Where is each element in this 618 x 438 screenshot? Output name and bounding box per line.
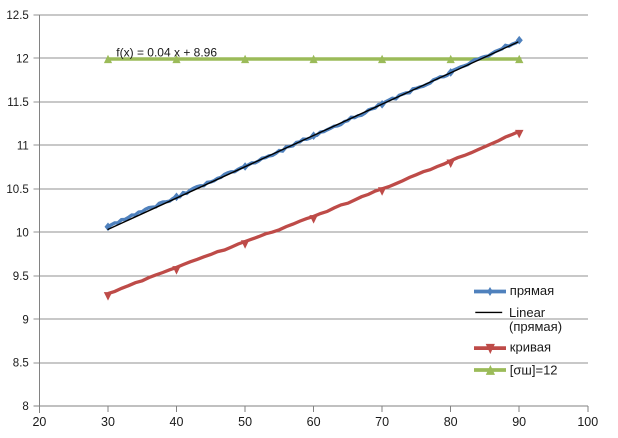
svg-text:8.5: 8.5 xyxy=(13,358,29,370)
svg-text:10.5: 10.5 xyxy=(6,184,28,196)
svg-text:[σш]=12: [σш]=12 xyxy=(510,362,558,377)
svg-text:40: 40 xyxy=(170,415,184,429)
svg-text:50: 50 xyxy=(238,415,252,429)
svg-text:11: 11 xyxy=(17,141,29,153)
svg-text:11.5: 11.5 xyxy=(7,97,29,109)
svg-text:60: 60 xyxy=(307,415,321,429)
svg-text:12.5: 12.5 xyxy=(6,10,28,22)
svg-text:9: 9 xyxy=(22,314,28,326)
svg-text:Linear: Linear xyxy=(509,305,546,320)
svg-text:100: 100 xyxy=(577,415,598,429)
svg-text:10: 10 xyxy=(16,227,29,239)
svg-text:f(x) = 0.04 x + 8.96: f(x) = 0.04 x + 8.96 xyxy=(116,46,217,60)
svg-text:(прямая): (прямая) xyxy=(509,319,562,334)
svg-text:70: 70 xyxy=(375,415,389,429)
svg-text:12: 12 xyxy=(16,54,29,66)
svg-text:80: 80 xyxy=(444,415,458,429)
svg-text:20: 20 xyxy=(32,415,46,429)
svg-text:9.5: 9.5 xyxy=(13,271,29,283)
svg-text:30: 30 xyxy=(101,415,115,429)
svg-text:90: 90 xyxy=(512,415,526,429)
svg-text:кривая: кривая xyxy=(510,339,551,354)
svg-text:8: 8 xyxy=(22,401,28,413)
svg-text:прямая: прямая xyxy=(510,283,554,298)
